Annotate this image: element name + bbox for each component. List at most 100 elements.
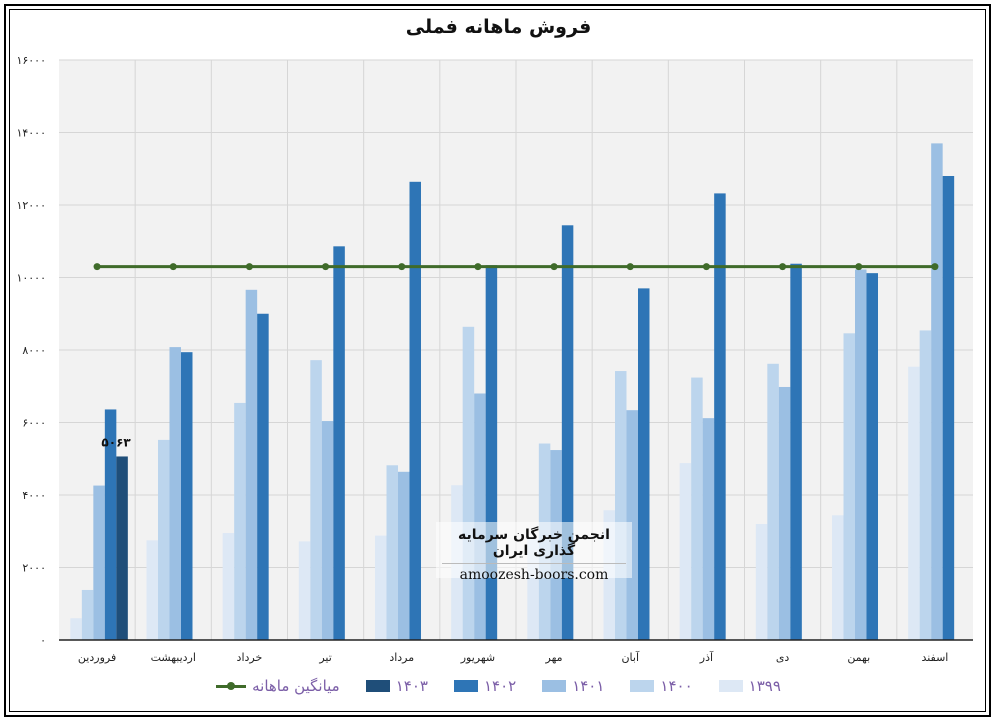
- watermark: انجمن خبرگان سرمایه گذاری ایران amoozesh…: [436, 522, 632, 583]
- legend-swatch: [365, 680, 390, 692]
- legend-label: ۱۴۰۳: [395, 677, 428, 695]
- average-point: [779, 263, 787, 271]
- bar: [615, 371, 627, 640]
- bar: [234, 402, 246, 640]
- legend-label: ۱۴۰۰: [660, 677, 693, 695]
- legend-swatch: [718, 680, 743, 692]
- y-tick-label: ۲۰۰۰: [22, 562, 46, 575]
- x-tick-label: مرداد: [389, 651, 414, 664]
- legend-item-1402[interactable]: ۱۴۰۲: [453, 677, 517, 695]
- bar: [116, 456, 128, 640]
- bar: [181, 352, 193, 640]
- legend-line-marker: [216, 680, 247, 692]
- bar: [561, 225, 574, 641]
- watermark-title: انجمن خبرگان سرمایه گذاری ایران: [458, 527, 610, 559]
- legend-swatch: [453, 680, 478, 692]
- bar: [691, 377, 703, 640]
- inner-frame: [9, 9, 986, 712]
- y-tick-label: ۱۶۰۰۰: [16, 54, 46, 67]
- bar: [767, 363, 779, 640]
- chart-title: فروش ماهانه فملی: [405, 16, 592, 38]
- bar: [398, 471, 410, 640]
- bar: [146, 540, 158, 640]
- x-tick-label: اردیبهشت: [151, 651, 196, 664]
- data-label: ۵۰۶۳: [101, 435, 131, 449]
- average-point: [855, 263, 863, 271]
- bar: [714, 193, 726, 640]
- y-tick-label: ۸۰۰۰: [22, 344, 46, 357]
- bar: [527, 539, 539, 640]
- legend: ۱۳۹۹ ۱۴۰۰ ۱۴۰۱ ۱۴۰۲ ۱۴۰۳ میانگین ماهانه: [0, 676, 997, 696]
- legend-item-average[interactable]: میانگین ماهانه: [216, 677, 340, 695]
- bar: [908, 366, 920, 640]
- bar: [409, 181, 421, 641]
- bar: [81, 589, 94, 640]
- bar: [321, 421, 334, 640]
- average-point: [322, 263, 330, 271]
- average-point: [169, 263, 177, 271]
- y-tick-label: ۱۰۰۰۰: [16, 272, 46, 285]
- bar: [474, 393, 486, 640]
- y-tick-label: ۴۰۰۰: [22, 489, 46, 502]
- average-point: [398, 263, 406, 271]
- average-point: [550, 263, 558, 271]
- x-tick-label: آبان: [621, 650, 639, 664]
- bar: [866, 273, 878, 640]
- bar: [778, 386, 791, 640]
- legend-item-1400[interactable]: ۱۴۰۰: [630, 677, 693, 695]
- x-tick-label: مهر: [545, 651, 563, 664]
- bar: [169, 347, 181, 640]
- legend-swatch: [542, 680, 567, 692]
- legend-label: ۱۴۰۲: [483, 677, 517, 695]
- legend-label: میانگین ماهانه: [252, 677, 340, 695]
- y-tick-label: ۱۴۰۰۰: [16, 127, 46, 140]
- bar: [919, 330, 932, 640]
- average-point: [93, 263, 101, 271]
- bar: [462, 326, 475, 640]
- legend-item-1403[interactable]: ۱۴۰۳: [365, 677, 428, 695]
- bar: [702, 418, 715, 640]
- bar: [298, 541, 311, 640]
- bar: [790, 263, 802, 640]
- bar: [93, 485, 105, 640]
- watermark-divider: [442, 563, 626, 564]
- bar: [333, 246, 345, 640]
- outer-frame: [4, 4, 991, 717]
- bar: [310, 360, 322, 640]
- x-tick-label: دی: [776, 651, 790, 664]
- average-point: [931, 263, 939, 271]
- legend-item-1399[interactable]: ۱۳۹۹: [718, 677, 781, 695]
- bar: [832, 515, 844, 640]
- bar: [222, 533, 235, 640]
- watermark-url: amoozesh-boors.com: [459, 567, 609, 583]
- bar: [942, 176, 955, 640]
- bar: [626, 410, 638, 640]
- bar: [158, 439, 170, 640]
- bar: [485, 265, 498, 640]
- bar: [104, 409, 117, 640]
- bar: [257, 313, 269, 640]
- average-point: [626, 263, 634, 271]
- x-tick-label: آذر: [699, 650, 714, 664]
- x-tick-label: اسفند: [921, 651, 948, 664]
- bar: [679, 463, 692, 640]
- average-point: [245, 263, 253, 271]
- x-tick-label: شهریور: [460, 651, 495, 664]
- average-point: [474, 263, 482, 271]
- legend-item-1401[interactable]: ۱۴۰۱: [542, 677, 604, 695]
- bar: [931, 143, 943, 640]
- x-tick-label: فروردین: [78, 651, 116, 664]
- bar: [245, 289, 258, 640]
- legend-label: ۱۳۹۹: [748, 677, 781, 695]
- bar: [375, 535, 387, 640]
- x-tick-label: بهمن: [847, 651, 870, 664]
- bar: [855, 269, 867, 640]
- y-tick-label: ۱۲۰۰۰: [16, 199, 46, 212]
- average-point: [702, 263, 710, 271]
- bar: [638, 288, 650, 640]
- legend-swatch: [630, 680, 655, 692]
- bar: [755, 524, 768, 640]
- y-tick-label: ۶۰۰۰: [22, 417, 46, 430]
- legend-label: ۱۴۰۱: [572, 677, 605, 695]
